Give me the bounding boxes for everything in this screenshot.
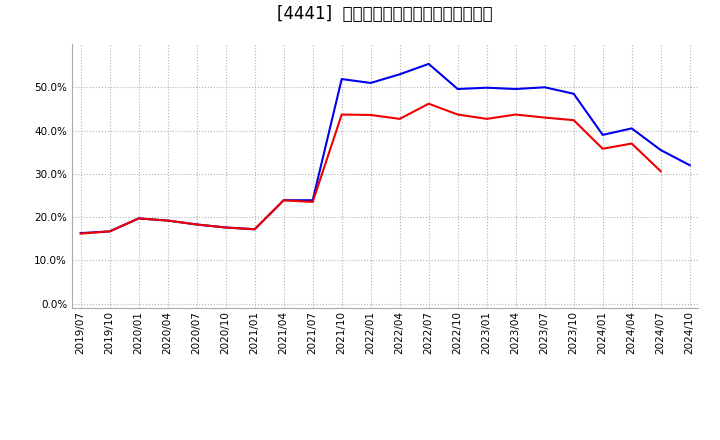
固定比率	[511, 86, 520, 92]
固定比率	[366, 81, 375, 86]
固定長期適合率	[511, 112, 520, 117]
固定比率	[192, 222, 201, 227]
固定比率	[395, 72, 404, 77]
固定比率	[76, 231, 85, 236]
固定比率	[105, 229, 114, 234]
固定長期適合率	[105, 229, 114, 234]
固定比率	[338, 77, 346, 82]
固定長期適合率	[221, 225, 230, 230]
固定比率	[541, 84, 549, 90]
Line: 固定長期適合率: 固定長期適合率	[81, 104, 661, 234]
固定比率	[308, 198, 317, 203]
固定長期適合率	[598, 146, 607, 151]
固定長期適合率	[163, 218, 172, 223]
固定長期適合率	[366, 112, 375, 117]
固定長期適合率	[482, 116, 491, 121]
固定比率	[657, 147, 665, 153]
固定比率	[685, 162, 694, 168]
Text: [4441]  固定比率、固定長期適合率の推移: [4441] 固定比率、固定長期適合率の推移	[277, 5, 493, 23]
固定比率	[598, 132, 607, 138]
固定長期適合率	[541, 115, 549, 120]
固定長期適合率	[192, 222, 201, 227]
固定長期適合率	[627, 141, 636, 146]
固定比率	[279, 198, 288, 203]
Line: 固定比率: 固定比率	[81, 64, 690, 233]
固定比率	[570, 91, 578, 96]
固定長期適合率	[338, 112, 346, 117]
固定長期適合率	[454, 112, 462, 117]
固定比率	[163, 218, 172, 223]
固定比率	[135, 216, 143, 221]
固定比率	[627, 126, 636, 131]
固定長期適合率	[279, 198, 288, 203]
固定長期適合率	[657, 169, 665, 174]
固定比率	[424, 61, 433, 66]
固定長期適合率	[570, 117, 578, 123]
固定比率	[221, 225, 230, 230]
固定長期適合率	[424, 101, 433, 106]
固定長期適合率	[251, 227, 259, 232]
固定長期適合率	[308, 199, 317, 205]
固定比率	[251, 227, 259, 232]
固定長期適合率	[395, 116, 404, 121]
固定比率	[482, 85, 491, 90]
固定比率	[454, 86, 462, 92]
固定長期適合率	[76, 231, 85, 236]
固定長期適合率	[135, 216, 143, 221]
